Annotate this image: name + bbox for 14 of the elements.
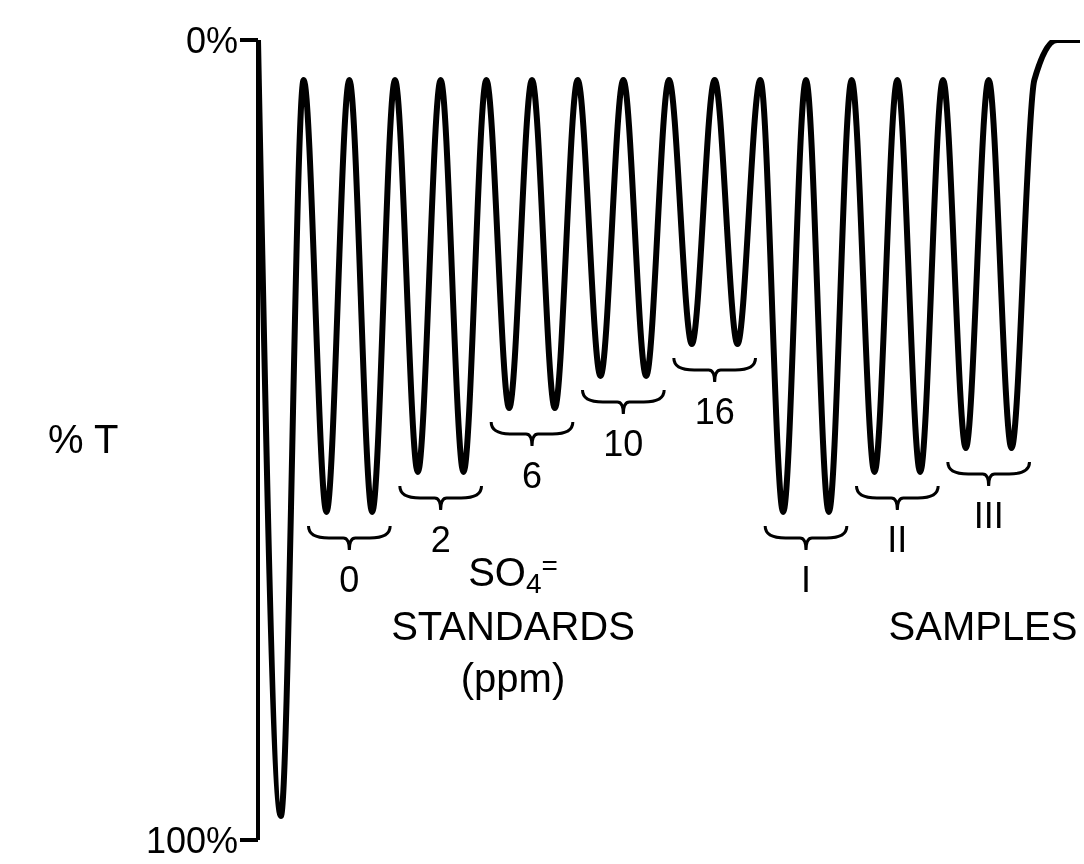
annotation: 0	[339, 559, 360, 600]
annotation: III	[973, 495, 1004, 536]
y-axis-title: % T	[48, 417, 119, 461]
annotation: SAMPLES	[888, 604, 1078, 648]
annotation: 10	[603, 423, 644, 464]
y-tick-label: 100%	[145, 819, 238, 861]
annotation: 16	[694, 391, 735, 432]
annotation: I	[800, 559, 812, 600]
annotation: 6	[521, 455, 543, 496]
annotation: 2	[430, 519, 451, 560]
annotation: II	[887, 519, 908, 560]
y-tick-label: 0%	[185, 19, 238, 61]
annotation: (ppm)	[460, 656, 566, 700]
annotation: STANDARDS	[391, 604, 635, 648]
